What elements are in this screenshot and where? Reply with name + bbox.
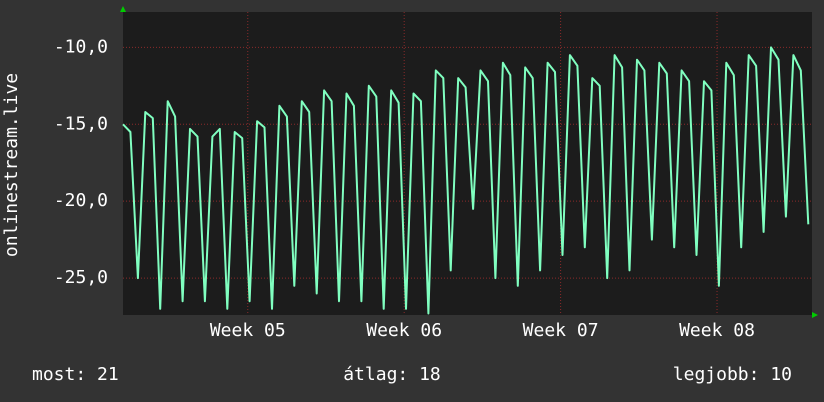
x-tick-label: Week 07 — [523, 320, 599, 341]
footer-text: most: 21 — [32, 364, 119, 385]
footer-text: átlag: 18 — [343, 364, 441, 385]
x-tick-label: Week 05 — [210, 320, 286, 341]
y-axis-label: onlinestream.live — [1, 73, 22, 257]
axis-arrow — [812, 312, 818, 318]
y-tick-label: -10,0 — [54, 36, 108, 57]
plot-area — [123, 12, 812, 315]
x-tick-label: Week 08 — [679, 320, 755, 341]
y-tick-label: -15,0 — [54, 113, 108, 134]
axis-arrow — [120, 6, 126, 12]
y-tick-label: -20,0 — [54, 190, 108, 211]
footer-text: legjobb: 10 — [673, 364, 792, 385]
y-tick-label: -25,0 — [54, 267, 108, 288]
x-tick-label: Week 06 — [366, 320, 442, 341]
series-line — [122, 46, 810, 315]
